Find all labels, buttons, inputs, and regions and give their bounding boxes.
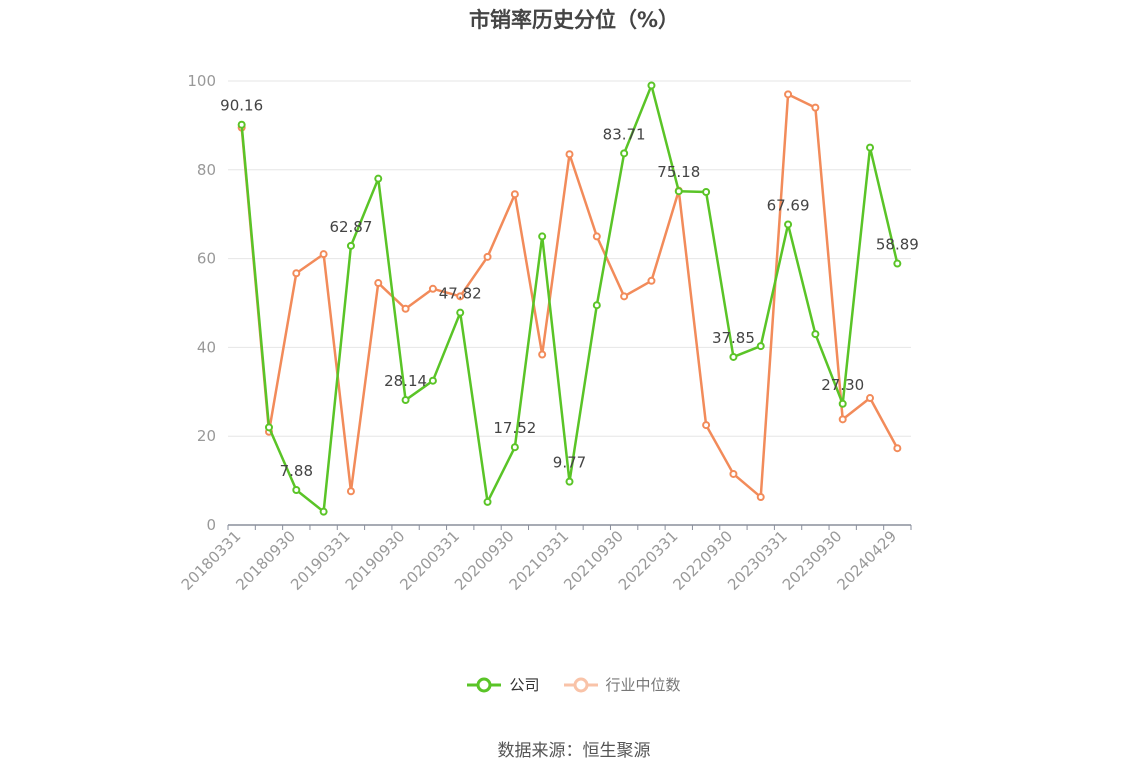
data-point [702,188,711,196]
data-point [784,90,793,99]
data-point [264,423,273,432]
data-point [592,301,601,310]
data-point [538,350,547,359]
y-tick-label: 80 [197,161,216,179]
data-point [866,394,875,403]
data-point [428,376,437,385]
legend-label-industry-median: 行业中位数 [605,676,681,694]
data-label: 67.69 [767,196,810,214]
data-point [647,276,656,285]
data-point [592,232,601,241]
data-point [538,232,547,241]
data-point [292,269,301,278]
y-tick-label: 40 [197,338,216,356]
data-point [456,292,465,301]
data-point [674,187,683,196]
data-point [346,487,355,496]
data-point [483,497,492,506]
data-point [893,259,902,268]
data-label: 27.30 [821,376,864,394]
data-label: 83.71 [603,125,646,143]
data-label: 7.88 [280,462,313,480]
data-point [729,352,738,361]
data-label: 58.89 [876,236,919,254]
data-point [237,120,246,129]
data-label: 17.52 [493,419,536,437]
data-point [565,477,574,486]
data-label: 37.85 [712,329,755,347]
data-point [374,279,383,288]
data-point [374,174,383,183]
data-point [838,415,847,424]
data-point [565,150,574,159]
data-point [510,190,519,199]
data-label: 75.18 [657,163,700,181]
chart-title: 市销率历史分位（%） [468,8,680,32]
data-point [866,143,875,152]
series-line-company [240,84,899,513]
data-point [729,469,738,478]
chart-legend: 公司 行业中位数 [0,674,1148,695]
data-point [647,81,656,90]
data-label: 47.82 [439,285,482,303]
data-point [811,330,820,339]
legend-marker-company-icon [467,677,502,692]
y-tick-label: 0 [206,516,216,534]
y-tick-label: 60 [197,250,216,268]
data-point [756,342,765,351]
legend-marker-industry-icon [563,677,598,692]
data-point [428,284,437,293]
data-label: 62.87 [329,218,372,236]
data-point [784,220,793,229]
legend-item-industry-median[interactable]: 行业中位数 [563,674,681,695]
legend-label-company: 公司 [509,676,540,694]
data-point [811,103,820,112]
data-point [401,304,410,313]
data-point [456,308,465,317]
data-point [319,250,328,259]
data-point [838,399,847,408]
legend-item-company[interactable]: 公司 [467,674,540,695]
data-point [893,444,902,453]
x-tick-label: 20240429 [833,527,900,594]
data-point [510,443,519,452]
data-label: 90.16 [220,97,263,115]
data-point [702,421,711,430]
data-point [319,507,328,516]
data-source: 数据来源：恒生聚源 [497,741,651,761]
data-point [292,486,301,495]
data-point [756,493,765,502]
data-point [401,396,410,405]
y-tick-label: 20 [197,427,216,445]
data-label: 9.77 [553,454,586,472]
data-point [620,292,629,301]
data-label: 28.14 [384,372,427,390]
data-point [483,252,492,261]
data-point [346,241,355,250]
data-point [620,149,629,158]
y-tick-label: 100 [187,72,216,90]
